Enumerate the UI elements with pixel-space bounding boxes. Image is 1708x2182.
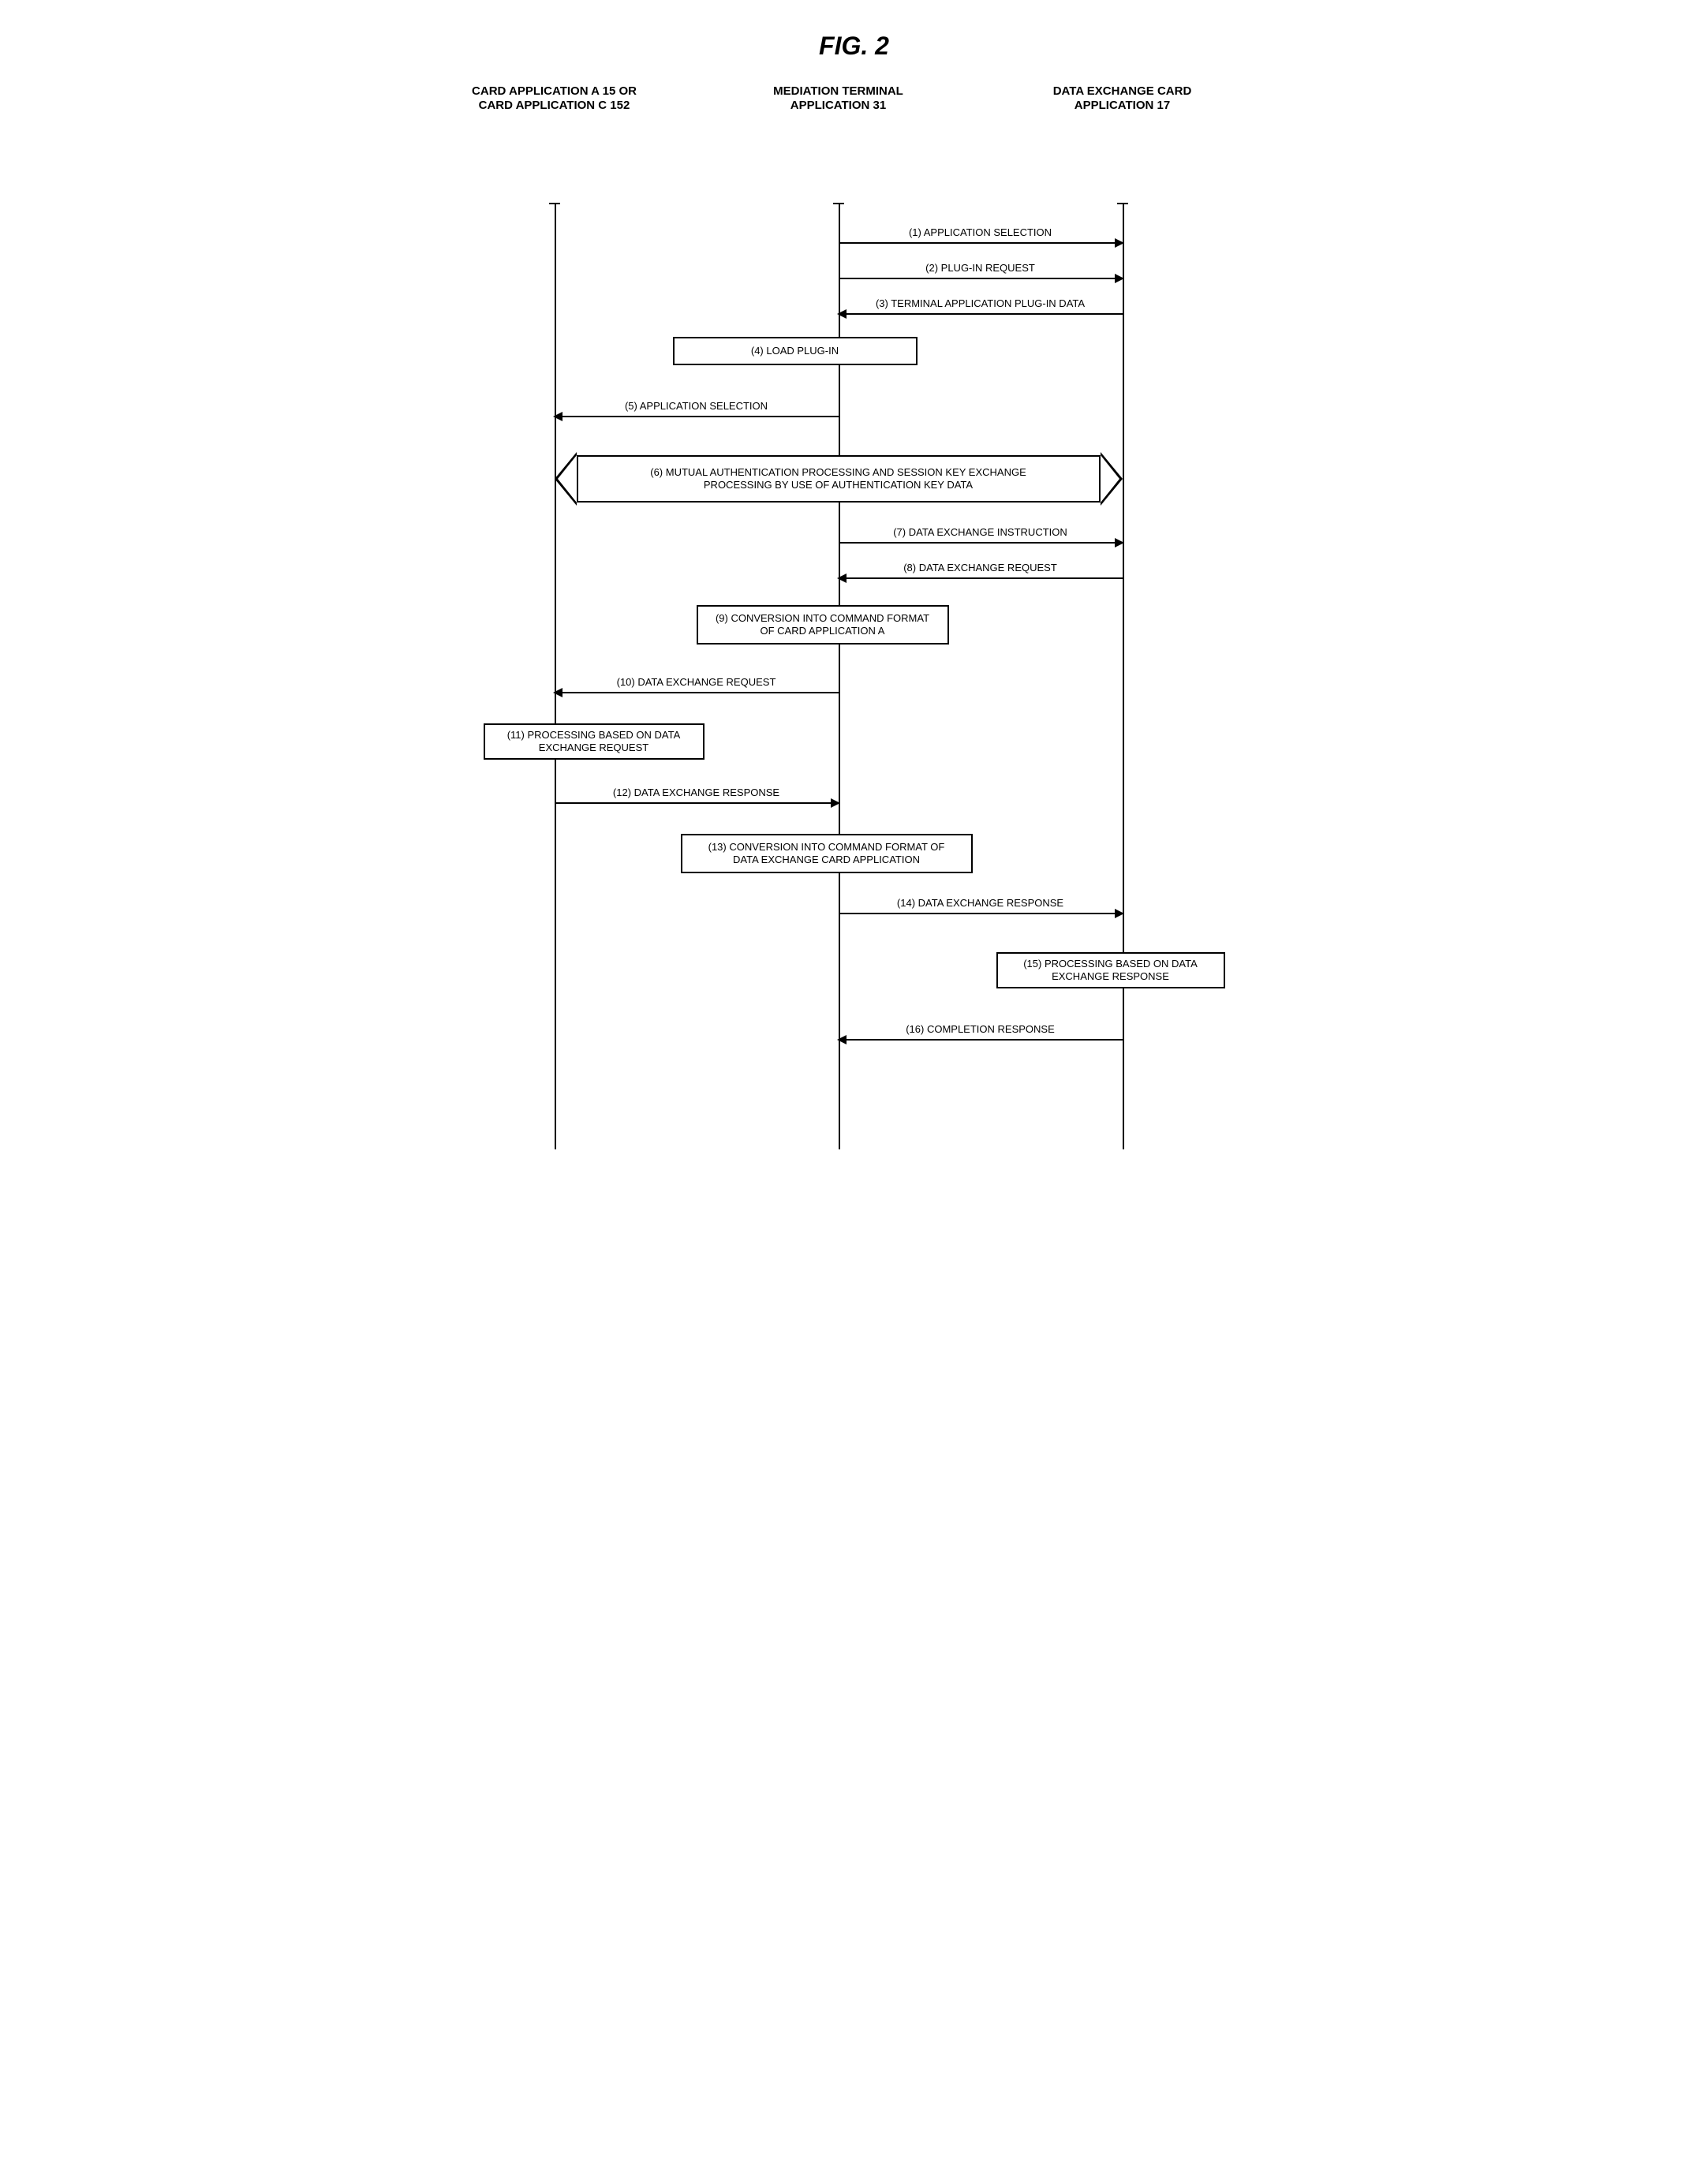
arrowhead-icon bbox=[831, 798, 840, 808]
process-box: (4) LOAD PLUG-IN bbox=[673, 337, 918, 365]
message-label: (16) COMPLETION RESPONSE bbox=[906, 1023, 1055, 1035]
message-arrow bbox=[839, 577, 1123, 579]
message-arrow bbox=[839, 278, 1123, 279]
process-box: (15) PROCESSING BASED ON DATA EXCHANGE R… bbox=[996, 952, 1225, 988]
lifeline-cap bbox=[549, 203, 560, 204]
arrowhead-icon bbox=[1115, 909, 1124, 918]
process-box: (13) CONVERSION INTO COMMAND FORMAT OF D… bbox=[681, 834, 973, 873]
arrowhead-icon bbox=[837, 1035, 847, 1044]
lifeline-header-A: CARD APPLICATION A 15 OR CARD APPLICATIO… bbox=[452, 84, 657, 113]
message-arrow bbox=[555, 416, 839, 417]
sequence-diagram: FIG. 2 CARD APPLICATION A 15 OR CARD APP… bbox=[460, 32, 1249, 1149]
process-box: (9) CONVERSION INTO COMMAND FORMAT OF CA… bbox=[697, 605, 949, 645]
lifeline-headers: CARD APPLICATION A 15 OR CARD APPLICATIO… bbox=[460, 84, 1249, 132]
message-label: (3) TERMINAL APPLICATION PLUG-IN DATA bbox=[876, 297, 1085, 309]
message-label: (5) APPLICATION SELECTION bbox=[625, 400, 768, 412]
message-arrow bbox=[839, 913, 1123, 914]
lifeline-cap bbox=[833, 203, 844, 204]
diagram-body: (1) APPLICATION SELECTION (2) PLUG-IN REQ… bbox=[460, 203, 1249, 1149]
message-arrow bbox=[839, 313, 1123, 315]
lifeline-header-D: DATA EXCHANGE CARD APPLICATION 17 bbox=[1020, 84, 1225, 113]
figure-title: FIG. 2 bbox=[460, 32, 1249, 61]
arrowhead-icon bbox=[553, 688, 562, 697]
message-label: (10) DATA EXCHANGE REQUEST bbox=[617, 676, 776, 688]
bidir-tip-right-fill bbox=[1101, 455, 1119, 503]
message-label: (7) DATA EXCHANGE INSTRUCTION bbox=[893, 526, 1067, 538]
lifeline-A bbox=[555, 203, 556, 1149]
process-box: (11) PROCESSING BASED ON DATA EXCHANGE R… bbox=[484, 723, 705, 760]
message-arrow bbox=[555, 802, 839, 804]
arrowhead-icon bbox=[1115, 238, 1124, 248]
message-label: (14) DATA EXCHANGE RESPONSE bbox=[897, 897, 1063, 909]
bidirectional-label: (6) MUTUAL AUTHENTICATION PROCESSING AND… bbox=[578, 457, 1099, 501]
arrowhead-icon bbox=[553, 412, 562, 421]
lifeline-cap bbox=[1117, 203, 1128, 204]
arrowhead-icon bbox=[1115, 538, 1124, 547]
message-arrow bbox=[839, 542, 1123, 544]
arrowhead-icon bbox=[1115, 274, 1124, 283]
message-arrow bbox=[839, 242, 1123, 244]
lifeline-D bbox=[1123, 203, 1124, 1149]
bidirectional-exchange: (6) MUTUAL AUTHENTICATION PROCESSING AND… bbox=[577, 455, 1101, 503]
arrowhead-icon bbox=[837, 574, 847, 583]
message-arrow bbox=[839, 1039, 1123, 1041]
lifeline-header-M: MEDIATION TERMINAL APPLICATION 31 bbox=[736, 84, 941, 113]
message-arrow bbox=[555, 692, 839, 693]
bidir-tip-left-fill bbox=[558, 455, 577, 503]
message-label: (12) DATA EXCHANGE RESPONSE bbox=[613, 786, 779, 798]
message-label: (1) APPLICATION SELECTION bbox=[909, 226, 1052, 238]
arrowhead-icon bbox=[837, 309, 847, 319]
message-label: (2) PLUG-IN REQUEST bbox=[925, 262, 1035, 274]
message-label: (8) DATA EXCHANGE REQUEST bbox=[903, 562, 1057, 574]
